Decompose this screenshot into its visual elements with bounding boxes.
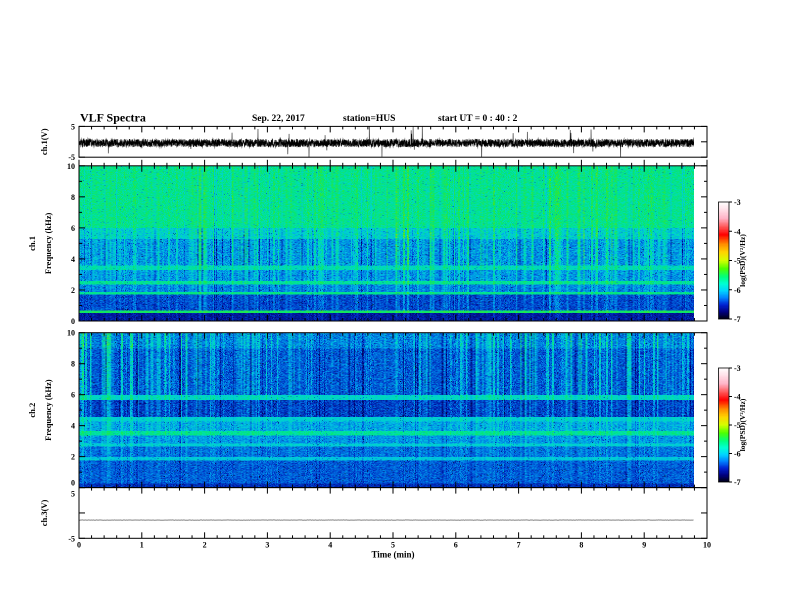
- svg-text:6: 6: [71, 224, 75, 233]
- svg-text:1: 1: [140, 540, 144, 549]
- svg-text:0: 0: [71, 479, 75, 488]
- svg-text:8: 8: [579, 540, 583, 549]
- svg-text:9: 9: [642, 540, 646, 549]
- svg-text:8: 8: [71, 360, 75, 369]
- svg-text:-3: -3: [734, 198, 741, 207]
- svg-text:8: 8: [71, 193, 75, 202]
- svg-text:-5: -5: [68, 534, 75, 543]
- svg-text:6: 6: [454, 540, 458, 549]
- svg-text:7: 7: [517, 540, 521, 549]
- svg-text:ch.1(V): ch.1(V): [39, 128, 49, 155]
- svg-text:4: 4: [71, 255, 75, 264]
- svg-text:10: 10: [703, 540, 711, 549]
- svg-text:10: 10: [67, 162, 75, 171]
- svg-text:0: 0: [71, 317, 75, 326]
- svg-text:log(PSD)(V²/Hz): log(PSD)(V²/Hz): [738, 234, 747, 287]
- svg-text:Sep. 22, 2017: Sep. 22, 2017: [252, 114, 305, 124]
- svg-text:4: 4: [71, 422, 75, 431]
- svg-text:log(PSD)(V²/Hz): log(PSD)(V²/Hz): [738, 398, 747, 451]
- svg-text:start UT = 0 : 40 : 2: start UT = 0 : 40 : 2: [438, 114, 518, 124]
- svg-text:2: 2: [71, 286, 75, 295]
- svg-text:5: 5: [71, 122, 75, 131]
- svg-text:VLF Spectra: VLF Spectra: [80, 111, 146, 125]
- svg-text:2: 2: [203, 540, 207, 549]
- svg-text:ch.2: ch.2: [27, 403, 37, 418]
- svg-text:2: 2: [71, 453, 75, 462]
- svg-text:ch.3(V): ch.3(V): [39, 499, 49, 526]
- svg-text:10: 10: [67, 329, 75, 338]
- svg-text:-7: -7: [734, 315, 741, 324]
- svg-text:Time (min): Time (min): [371, 549, 414, 559]
- svg-text:-3: -3: [734, 364, 741, 373]
- svg-text:Frequency (kHz): Frequency (kHz): [43, 379, 53, 441]
- svg-text:4: 4: [328, 540, 332, 549]
- svg-text:Frequency (kHz): Frequency (kHz): [43, 213, 53, 275]
- svg-text:0: 0: [77, 540, 81, 549]
- svg-text:5: 5: [391, 540, 395, 549]
- svg-text:station=HUS: station=HUS: [343, 114, 395, 124]
- svg-text:-7: -7: [734, 478, 741, 487]
- svg-text:6: 6: [71, 391, 75, 400]
- svg-text:3: 3: [265, 540, 269, 549]
- svg-text:5: 5: [71, 490, 75, 499]
- svg-text:ch.1: ch.1: [27, 236, 37, 251]
